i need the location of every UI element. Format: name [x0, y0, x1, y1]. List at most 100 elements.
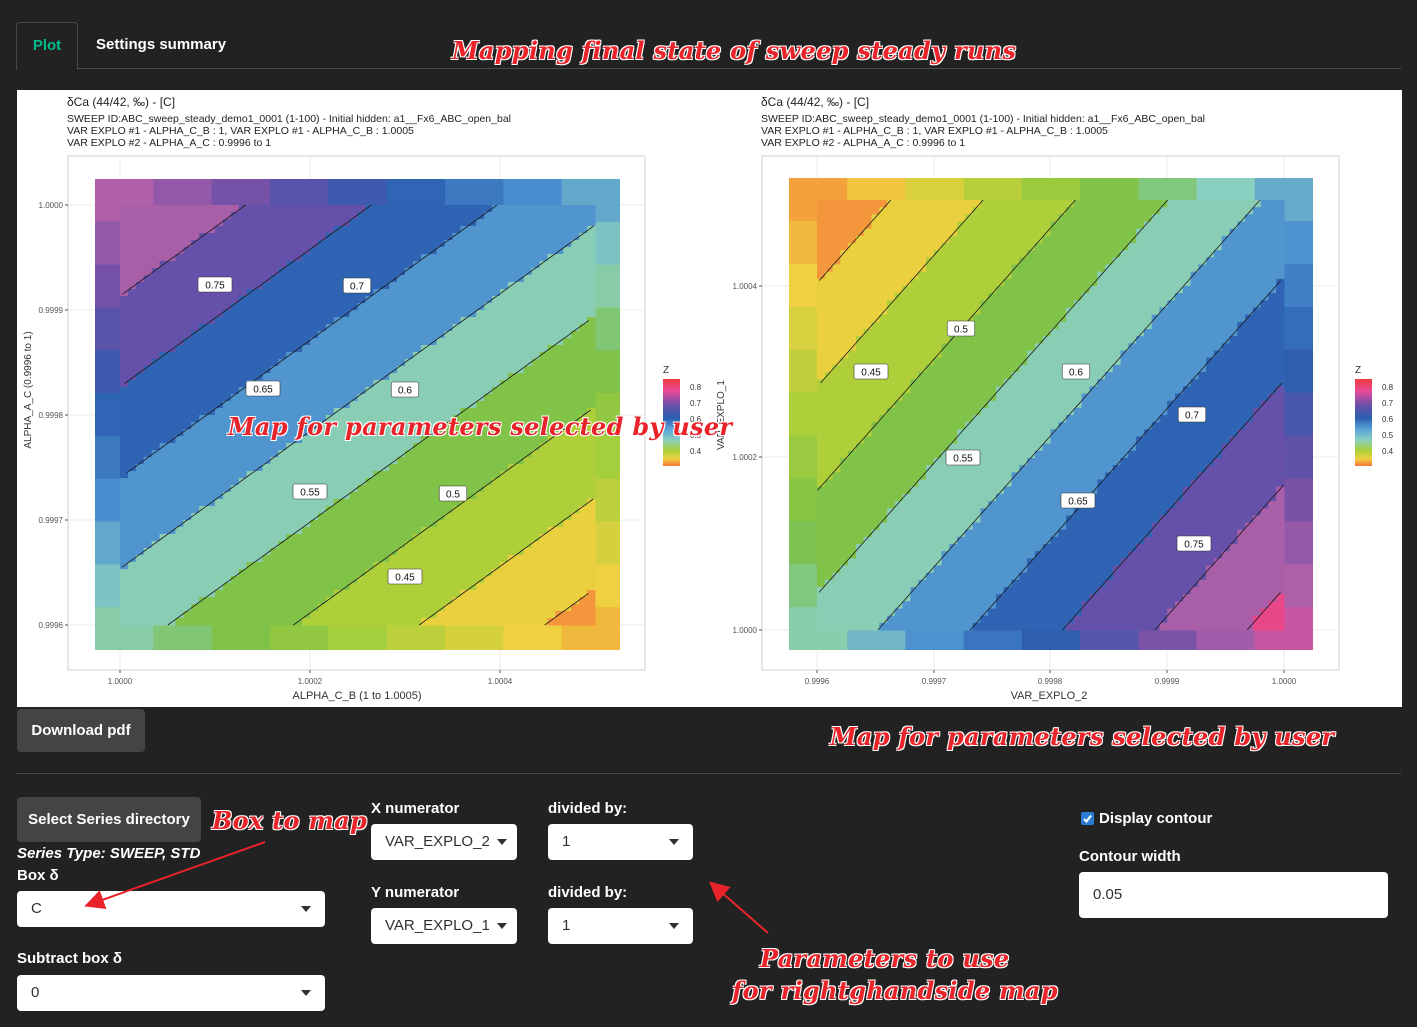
contour-band-cell — [222, 261, 232, 269]
contour-band-cell — [389, 604, 398, 612]
contour-band-cell — [135, 450, 145, 458]
contour-band-cell — [468, 457, 477, 465]
contour-band-cell — [183, 275, 192, 283]
contour-band-cell — [254, 268, 263, 276]
contour-band-cell — [349, 212, 358, 220]
contour-band-cell — [515, 352, 525, 360]
contour-band-cell — [941, 536, 950, 545]
contour-band-cell — [159, 275, 168, 283]
contour-band-cell — [389, 282, 398, 290]
contour-band-cell — [341, 261, 351, 269]
contour-band-cell — [246, 275, 256, 283]
contour-band-cell — [191, 520, 200, 528]
contour-band-cell — [207, 331, 216, 339]
contour-band-cell — [817, 343, 826, 351]
contour-band-cell — [444, 499, 453, 507]
contour-band-cell — [894, 400, 904, 409]
contour-band-cell — [523, 366, 533, 374]
contour-band-cell — [357, 422, 366, 430]
contour-band-cell — [918, 479, 927, 488]
contour-band-cell — [832, 329, 841, 337]
tab-plot[interactable]: Plot — [16, 22, 78, 70]
contour-band-cell — [460, 289, 469, 297]
contour-band-cell — [230, 282, 240, 290]
contour-band-cell — [500, 583, 509, 591]
contour-band-cell — [357, 352, 366, 360]
contour-band-cell — [918, 250, 927, 258]
contour-band-cell — [933, 565, 943, 574]
contour-band-cell — [507, 247, 517, 255]
contour-band-cell — [476, 583, 485, 591]
contour-band-cell — [238, 464, 248, 472]
contour-band-cell — [120, 408, 129, 416]
contour-band-cell — [397, 415, 406, 423]
contour-band-cell — [444, 422, 453, 430]
contour-band-cell — [523, 226, 533, 234]
contour-band-cell — [215, 618, 224, 626]
contour-band-cell — [238, 457, 248, 465]
contour-band-cell — [452, 562, 461, 570]
contour-band-cell — [286, 583, 295, 591]
contour-band-cell — [151, 380, 161, 388]
contour-band-cell — [357, 345, 366, 353]
contour-band-cell — [925, 386, 935, 394]
contour-band-cell — [941, 257, 950, 265]
contour-band-cell — [389, 331, 398, 339]
contour-band-cell — [262, 611, 271, 619]
contour-band-cell — [317, 366, 327, 374]
contour-band-cell — [817, 565, 826, 574]
contour-band-cell — [341, 324, 351, 332]
contour-band-cell — [222, 310, 232, 318]
contour-band-cell — [555, 506, 564, 514]
contour-band-cell — [246, 471, 256, 479]
contour-band-cell — [317, 373, 327, 381]
contour-band-cell — [254, 562, 263, 570]
contour-band-cell — [855, 271, 865, 280]
contour-band-cell — [310, 562, 319, 570]
contour-band-cell — [175, 317, 184, 325]
contour-band-cell — [848, 393, 857, 402]
contour-label: 0.7 — [350, 282, 364, 293]
contour-band-cell — [571, 282, 580, 290]
contour-band-cell — [317, 401, 327, 409]
contour-band-cell — [278, 380, 287, 388]
contour-band-cell — [183, 492, 192, 500]
contour-band-cell — [246, 240, 256, 248]
contour-band-cell — [207, 380, 216, 388]
contour-band-cell — [357, 394, 366, 402]
contour-band-cell — [199, 226, 208, 234]
contour-band-cell — [452, 450, 461, 458]
contour-band-cell — [207, 296, 216, 304]
contour-band-cell — [484, 499, 493, 507]
contour-band-cell — [381, 380, 390, 388]
contour-band-cell — [500, 618, 509, 626]
contour-band-cell — [436, 226, 446, 234]
contour-band-cell — [254, 618, 263, 626]
contour-band-cell — [492, 254, 501, 262]
contour-band-cell — [238, 219, 248, 227]
contour-band-cell — [207, 212, 216, 220]
contour-band-cell — [381, 366, 390, 374]
contour-band-cell — [143, 527, 153, 535]
contour-band-cell — [262, 429, 271, 437]
contour-band-cell — [476, 569, 485, 577]
contour-band-cell — [949, 443, 958, 452]
contour-band-cell — [127, 212, 137, 220]
contour-band-cell — [159, 380, 168, 388]
contour-band-cell — [191, 247, 200, 255]
contour-band-cell — [183, 303, 192, 311]
contour-band-cell — [855, 587, 865, 595]
contour-band-cell — [254, 303, 263, 311]
contour-band-cell — [941, 544, 950, 552]
contour-band-cell — [587, 436, 596, 444]
contour-band-cell — [492, 485, 501, 493]
tab-settings-summary[interactable]: Settings summary — [96, 36, 227, 53]
contour-band-cell — [531, 590, 541, 598]
contour-band-cell — [278, 275, 287, 283]
contour-band-cell — [120, 359, 129, 367]
contour-band-cell — [925, 486, 935, 495]
contour-band-cell — [159, 247, 168, 255]
contour-band-cell — [918, 343, 927, 351]
contour-band-cell — [317, 233, 327, 241]
contour-band-cell — [381, 205, 390, 213]
